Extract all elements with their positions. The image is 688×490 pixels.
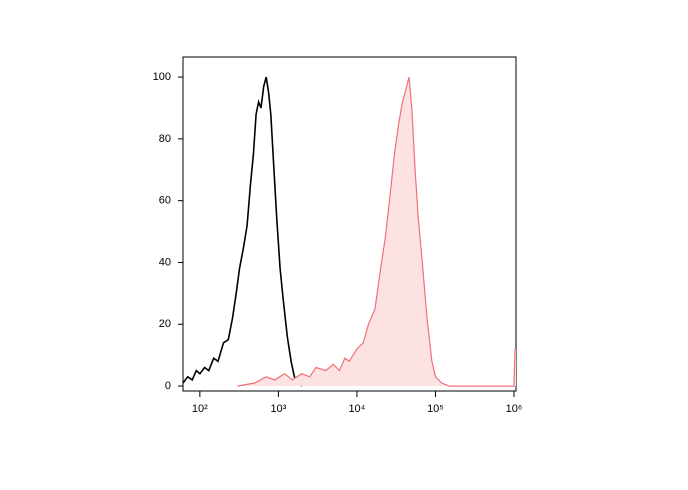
- y-tick-label: 100: [153, 71, 171, 83]
- y-tick-label: 0: [165, 380, 171, 392]
- x-tick-label: 10⁶: [506, 403, 523, 415]
- y-tick-label: 20: [159, 318, 171, 330]
- x-tick-label: 10²: [192, 403, 208, 415]
- y-tick-label: 40: [159, 256, 171, 268]
- line: [182, 76, 303, 387]
- x-tick-label: 10⁵: [427, 403, 444, 415]
- x-tick-label: 10³: [270, 403, 286, 415]
- area: [237, 77, 517, 387]
- line: [237, 76, 516, 387]
- y-tick-label: 80: [159, 133, 171, 145]
- x-tick-label: 10⁴: [348, 403, 365, 415]
- y-tick-label: 60: [159, 195, 171, 207]
- plot-frame: [182, 56, 517, 392]
